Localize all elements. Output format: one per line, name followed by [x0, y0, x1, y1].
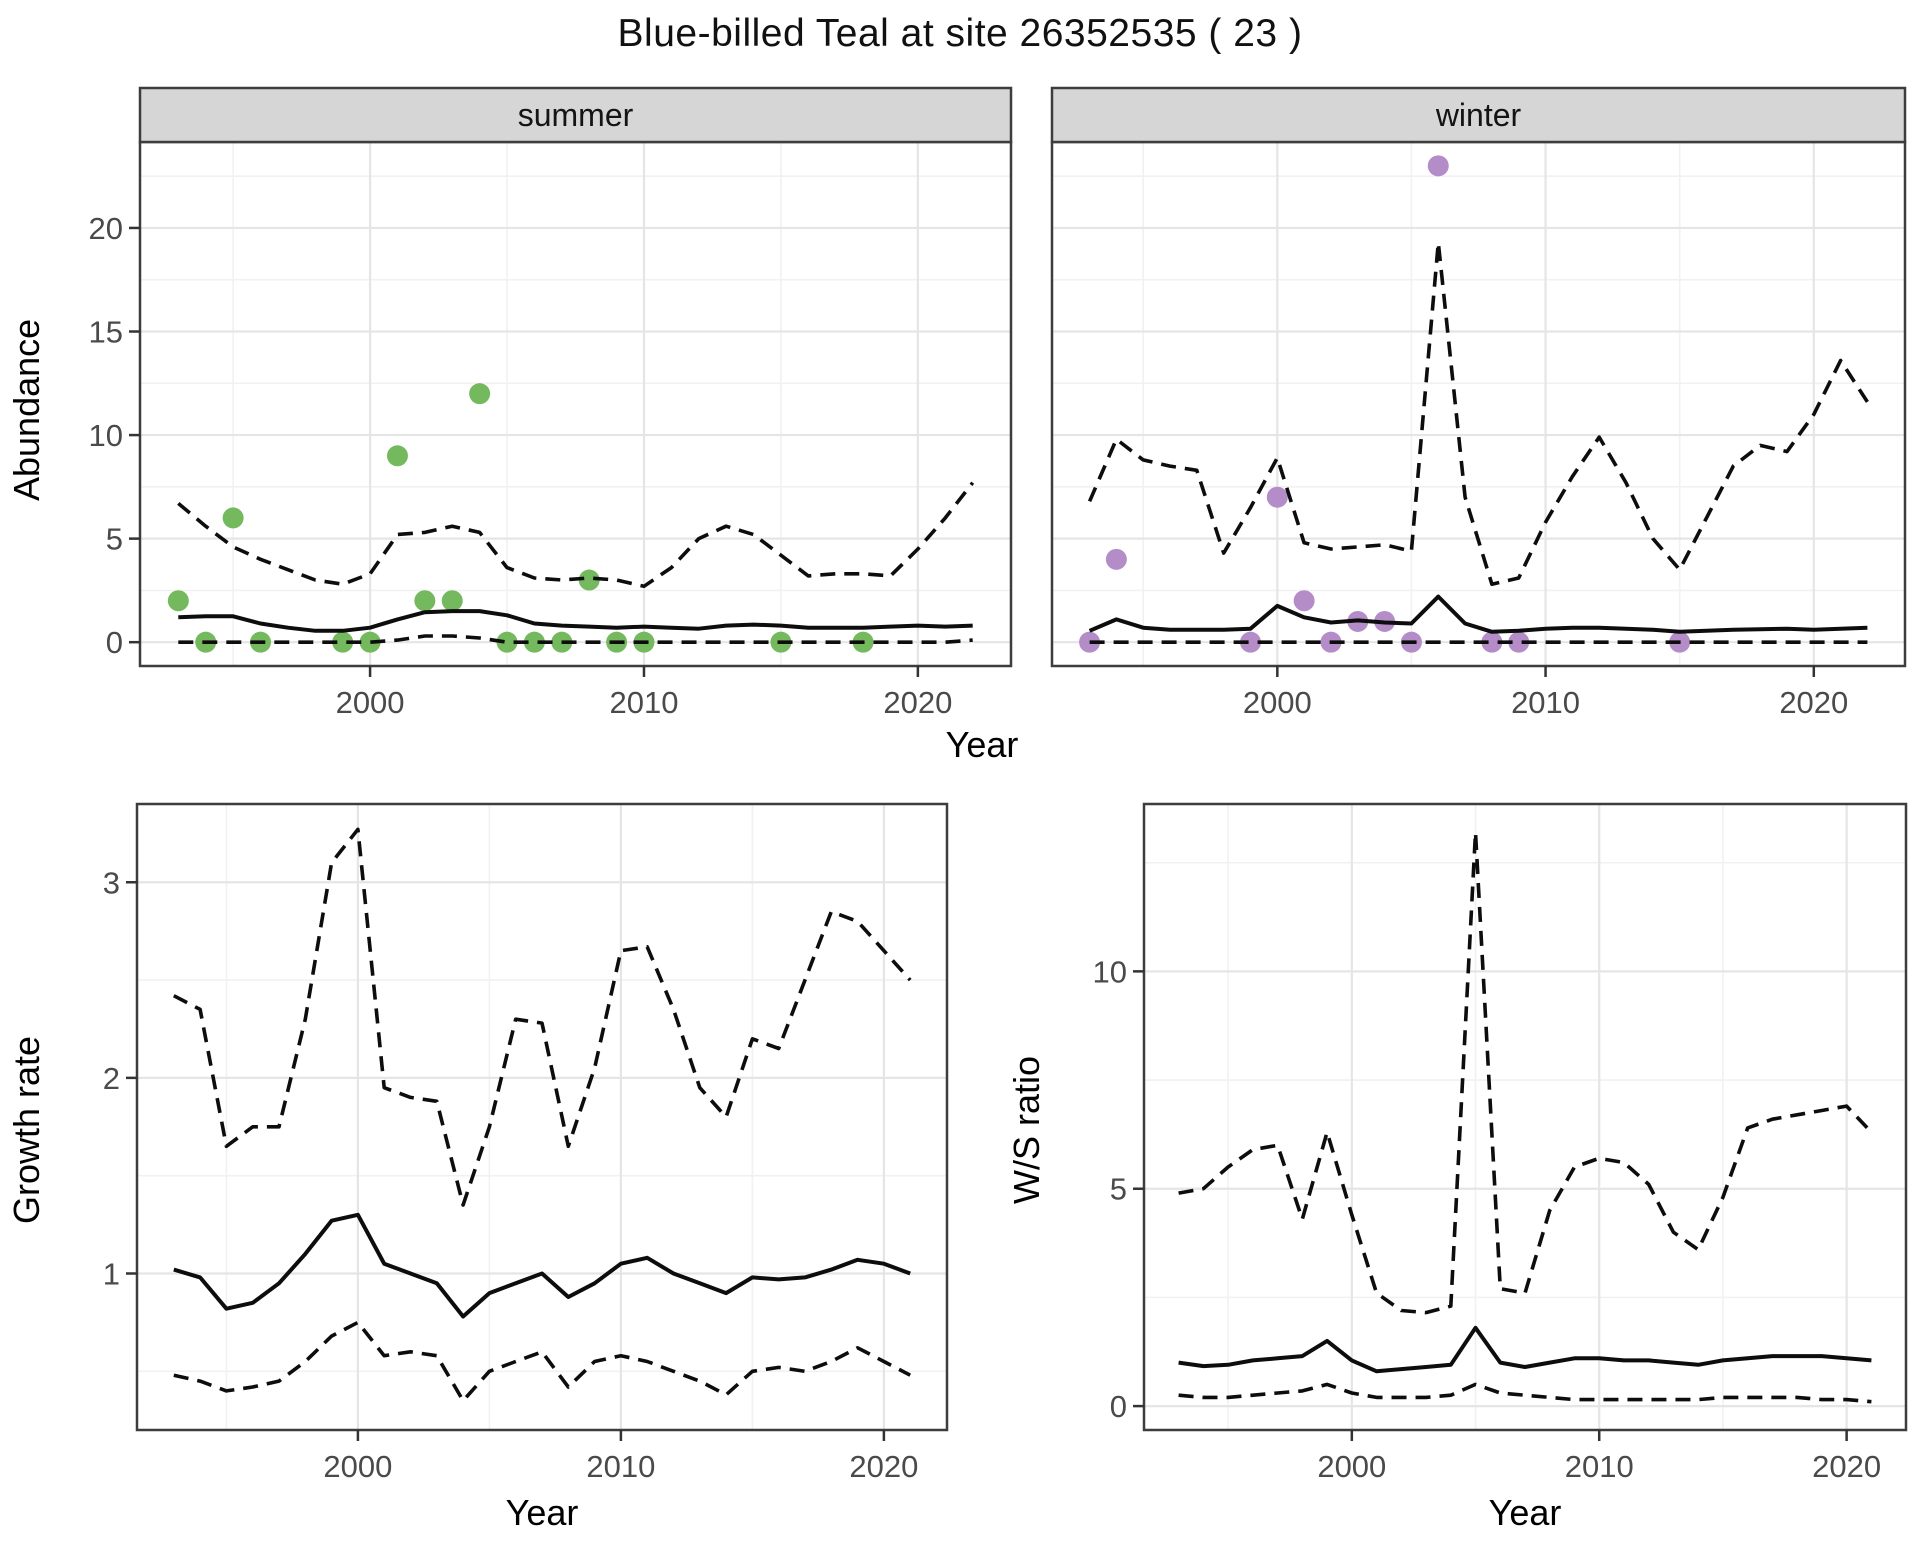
x-tick-label: 2010: [1565, 1449, 1634, 1484]
data-point: [1508, 631, 1530, 653]
ws-ratio-axis-title: W/S ratio: [1006, 1055, 1047, 1205]
plot-area: [137, 804, 947, 1430]
y-tick-label: 1: [103, 1257, 120, 1292]
ws-ratio-lower_95ci-line: [1178, 1382, 1872, 1404]
x-tick-label: 2000: [1317, 1449, 1386, 1484]
data-point: [1427, 155, 1449, 177]
facet-strip: [1050, 86, 1907, 144]
data-point: [1079, 631, 1101, 653]
y-tick-label: 0: [106, 625, 123, 660]
data-point: [1266, 486, 1288, 508]
data-point: [1239, 631, 1261, 653]
x-tick-label: 2010: [1511, 685, 1580, 720]
y-tick-label: 3: [103, 865, 120, 900]
x-tick-label: 2000: [323, 1449, 392, 1484]
plot-area: [1052, 142, 1905, 666]
y-tick-label: 10: [89, 418, 123, 453]
growth-rate-chart: 2000 2010 2020 1 2 3: [103, 802, 949, 1484]
data-point: [441, 590, 463, 612]
y-tick-label: 10: [1093, 954, 1127, 989]
x-tick-label: 2020: [1812, 1449, 1881, 1484]
y-tick-label: 15: [89, 315, 123, 350]
abundance-summer-chart: summer 2000 2010 2020 0 5 10 15 20: [89, 86, 1013, 720]
panel-border: [1142, 802, 1908, 1432]
abundance-winter-chart: winter 2000 2010 2020: [1050, 86, 1907, 720]
x-tick-label: 2000: [1243, 685, 1312, 720]
ws-year-axis-title: Year: [1488, 1492, 1562, 1533]
x-tick-label: 2020: [1779, 685, 1848, 720]
data-point: [332, 631, 354, 653]
ws-ratio-chart: 2000 2010 2020 0 5 10: [1093, 802, 1908, 1484]
data-point: [167, 590, 189, 612]
page-title: Blue-billed Teal at site 26352535 ( 23 ): [617, 12, 1303, 55]
plot-area: [140, 142, 1011, 666]
data-point: [1481, 631, 1503, 653]
abundance-axis-title: Abundance: [6, 318, 47, 502]
ws-ratio-mean-line: [1178, 1325, 1872, 1374]
x-tick-label: 2020: [849, 1449, 918, 1484]
facet-strip: [138, 86, 1013, 144]
x-tick-label: 2010: [609, 685, 678, 720]
data-point: [1105, 548, 1127, 570]
abundance-summer-mean-line: [178, 609, 973, 633]
data-point: [414, 590, 436, 612]
growth-rate-axis-title: Growth rate: [6, 1035, 47, 1225]
data-point: [523, 631, 545, 653]
abundance-winter-mean-line: [1088, 594, 1868, 634]
y-tick-label: 0: [1110, 1389, 1127, 1424]
growth-year-axis-title: Year: [505, 1492, 579, 1533]
abundance-summer-upper_95ci-line: [177, 481, 975, 589]
data-point: [386, 445, 408, 467]
data-point: [1293, 590, 1315, 612]
y-tick-label: 5: [1110, 1172, 1127, 1207]
growth-rate-lower_95ci-line: [173, 1320, 912, 1403]
y-tick-label: 2: [103, 1061, 120, 1096]
facet-label-winter: winter: [1435, 97, 1522, 133]
data-point: [496, 631, 518, 653]
abundance-summer-lower_95ci-line: [178, 634, 973, 645]
data-point: [359, 631, 381, 653]
x-tick-label: 2020: [883, 685, 952, 720]
data-point: [469, 383, 491, 405]
ws-ratio-upper_95ci-line: [1178, 830, 1873, 1315]
x-tick-label: 2000: [336, 685, 405, 720]
data-point: [222, 507, 244, 529]
facet-label-summer: summer: [518, 97, 634, 133]
y-tick-label: 5: [106, 522, 123, 557]
x-tick-label: 2010: [586, 1449, 655, 1484]
panel-border: [135, 802, 949, 1432]
top-year-axis-title: Year: [945, 724, 1019, 765]
data-point: [578, 569, 600, 591]
abundance-winter-upper_95ci-line: [1087, 240, 1869, 587]
growth-rate-upper_95ci-line: [172, 827, 912, 1207]
growth-rate-mean-line: [173, 1212, 911, 1319]
y-tick-label: 20: [89, 211, 123, 246]
